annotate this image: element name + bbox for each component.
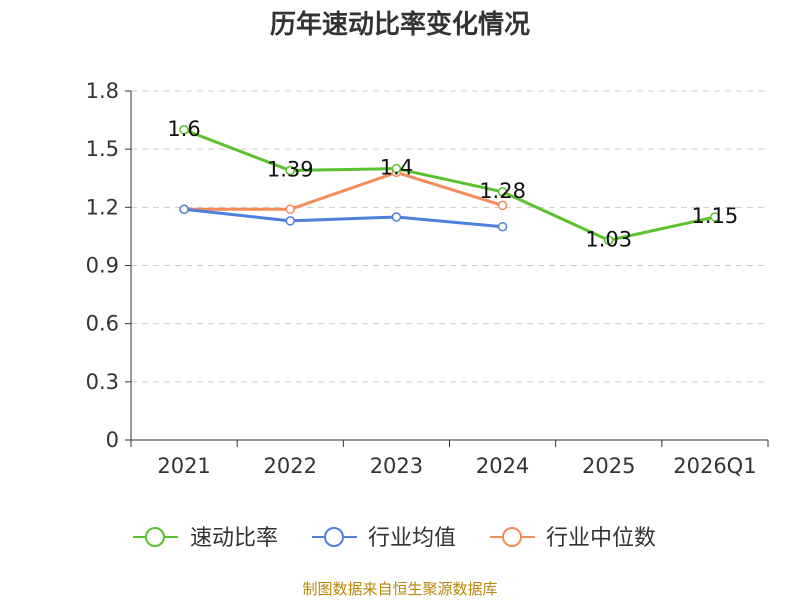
data-point[interactable] xyxy=(285,216,295,226)
y-tick-label: 0.9 xyxy=(86,254,119,278)
data-point[interactable] xyxy=(285,165,295,176)
x-tick-label: 2024 xyxy=(476,454,529,478)
x-tick-label: 2026Q1 xyxy=(673,454,756,478)
series-group xyxy=(179,125,720,246)
data-point[interactable] xyxy=(285,204,295,215)
data-point[interactable] xyxy=(179,125,189,135)
x-tick-label: 2023 xyxy=(370,454,423,478)
data-point[interactable] xyxy=(497,221,508,232)
data-label: 1.4 xyxy=(380,156,413,180)
x-tick-label: 2025 xyxy=(582,454,635,478)
legend-item-industry-median[interactable]: 行业中位数 xyxy=(490,526,656,551)
y-tick-label: 0.3 xyxy=(86,370,119,394)
data-point[interactable] xyxy=(497,200,508,211)
series-line xyxy=(183,207,503,229)
series-line xyxy=(183,128,716,242)
series-line xyxy=(184,170,504,211)
y-tick-label: 0 xyxy=(106,428,119,452)
data-label: 1.28 xyxy=(479,179,526,203)
legend-label-quick-ratio: 速动比率 xyxy=(190,526,278,551)
y-tick-label: 1.2 xyxy=(86,195,119,219)
data-label: 1.03 xyxy=(585,227,632,251)
data-label: 1.39 xyxy=(267,157,314,181)
y-tick-label: 1.8 xyxy=(86,79,119,103)
data-point[interactable] xyxy=(391,163,402,174)
data-source-note: 制图数据来自恒生聚源数据库 xyxy=(302,580,497,598)
data-point[interactable] xyxy=(497,187,508,197)
data-label: 1.6 xyxy=(167,117,200,141)
y-tick-label: 1.5 xyxy=(86,137,119,161)
legend[interactable]: 速动比率 行业均值 行业中位数 xyxy=(133,526,656,551)
chart-title: 历年速动比率变化情况 xyxy=(270,9,530,40)
x-tick-label: 2022 xyxy=(264,454,317,478)
legend-item-industry-mean[interactable]: 行业均值 xyxy=(312,526,456,551)
legend-item-quick-ratio[interactable]: 速动比率 xyxy=(133,526,278,551)
data-point[interactable] xyxy=(391,212,402,222)
data-point[interactable] xyxy=(710,212,720,222)
data-label: 1.15 xyxy=(692,204,739,228)
data-point[interactable] xyxy=(604,235,614,246)
legend-label-industry-median: 行业中位数 xyxy=(546,526,656,551)
y-tick-label: 0.6 xyxy=(86,312,119,336)
axes: 0 0.3 0.6 0.9 1.2 1.5 1.8 2021 2022 2023 2024 2025 2… xyxy=(86,79,769,478)
data-labels: 1.6 1.39 1.4 1.28 1.03 1.15 xyxy=(167,117,738,252)
legend-label-industry-mean: 行业均值 xyxy=(368,526,456,551)
x-tick-label: 2021 xyxy=(157,454,210,478)
grid-lines xyxy=(131,90,768,383)
data-point[interactable] xyxy=(179,204,189,215)
